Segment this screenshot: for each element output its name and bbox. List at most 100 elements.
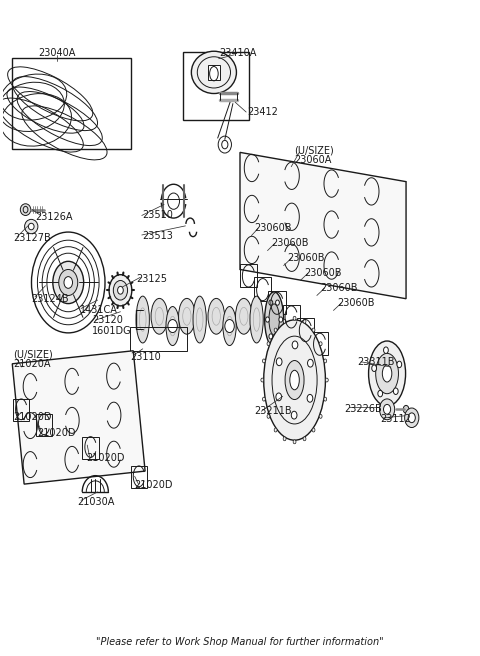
Text: 21020D: 21020D bbox=[13, 412, 52, 422]
Text: "Please refer to Work Shop Manual for further information": "Please refer to Work Shop Manual for fu… bbox=[96, 636, 384, 647]
Circle shape bbox=[324, 397, 327, 401]
Circle shape bbox=[303, 319, 306, 323]
Ellipse shape bbox=[223, 306, 236, 346]
Bar bbox=[183, 52, 250, 120]
Circle shape bbox=[274, 328, 277, 332]
Circle shape bbox=[293, 316, 296, 320]
Circle shape bbox=[279, 317, 283, 322]
Bar bbox=[208, 65, 219, 79]
Text: 23211B: 23211B bbox=[254, 406, 292, 417]
Circle shape bbox=[303, 437, 306, 441]
Ellipse shape bbox=[285, 361, 304, 400]
Circle shape bbox=[319, 415, 322, 419]
Text: 23226B: 23226B bbox=[344, 404, 382, 415]
Circle shape bbox=[312, 328, 315, 332]
Ellipse shape bbox=[384, 405, 391, 414]
Ellipse shape bbox=[24, 219, 38, 234]
Ellipse shape bbox=[225, 319, 234, 333]
Circle shape bbox=[283, 319, 286, 323]
Circle shape bbox=[276, 300, 279, 305]
Text: 23513: 23513 bbox=[143, 232, 174, 241]
Bar bbox=[268, 291, 286, 314]
Ellipse shape bbox=[59, 270, 78, 295]
Text: 1431CA: 1431CA bbox=[80, 305, 118, 315]
Ellipse shape bbox=[20, 204, 31, 215]
Text: 23412: 23412 bbox=[247, 107, 278, 117]
Ellipse shape bbox=[290, 370, 300, 390]
Text: 23060B: 23060B bbox=[254, 224, 292, 234]
Text: 1601DG: 1601DG bbox=[92, 325, 132, 336]
Ellipse shape bbox=[113, 281, 128, 300]
Ellipse shape bbox=[136, 296, 149, 343]
Text: 23120: 23120 bbox=[92, 315, 123, 325]
Circle shape bbox=[267, 342, 270, 346]
Ellipse shape bbox=[193, 296, 206, 343]
Circle shape bbox=[378, 390, 383, 397]
Polygon shape bbox=[240, 152, 406, 298]
Ellipse shape bbox=[264, 320, 325, 440]
Ellipse shape bbox=[192, 51, 237, 94]
Ellipse shape bbox=[405, 408, 419, 428]
Text: 23112: 23112 bbox=[380, 414, 411, 424]
Ellipse shape bbox=[408, 413, 415, 422]
Text: 23060B: 23060B bbox=[288, 253, 325, 264]
Ellipse shape bbox=[403, 405, 409, 413]
Ellipse shape bbox=[264, 292, 284, 347]
Ellipse shape bbox=[369, 341, 406, 406]
Circle shape bbox=[263, 359, 265, 363]
Bar bbox=[130, 327, 187, 352]
Circle shape bbox=[293, 440, 296, 443]
Bar bbox=[36, 414, 52, 436]
Ellipse shape bbox=[168, 319, 178, 333]
Ellipse shape bbox=[53, 261, 84, 304]
Circle shape bbox=[276, 334, 279, 339]
Ellipse shape bbox=[250, 296, 263, 343]
Circle shape bbox=[283, 437, 286, 441]
Polygon shape bbox=[12, 351, 145, 484]
Ellipse shape bbox=[166, 306, 179, 346]
Ellipse shape bbox=[109, 275, 132, 306]
Circle shape bbox=[276, 358, 282, 365]
Text: 23126A: 23126A bbox=[35, 213, 72, 222]
Circle shape bbox=[269, 300, 273, 305]
Ellipse shape bbox=[236, 298, 252, 334]
Circle shape bbox=[397, 361, 402, 367]
Text: (U/SIZE): (U/SIZE) bbox=[13, 349, 53, 359]
Text: 23124B: 23124B bbox=[31, 294, 69, 304]
Ellipse shape bbox=[380, 399, 395, 420]
Text: 21020D: 21020D bbox=[135, 480, 173, 491]
Circle shape bbox=[291, 411, 297, 419]
Text: 23127B: 23127B bbox=[13, 234, 51, 243]
Bar bbox=[83, 437, 98, 459]
Circle shape bbox=[276, 393, 282, 401]
Text: 23060A: 23060A bbox=[295, 155, 332, 165]
Ellipse shape bbox=[118, 287, 123, 294]
Circle shape bbox=[394, 388, 398, 394]
Circle shape bbox=[274, 428, 277, 432]
Circle shape bbox=[372, 365, 376, 371]
Circle shape bbox=[307, 394, 313, 402]
Circle shape bbox=[384, 347, 388, 354]
Text: 23040A: 23040A bbox=[39, 48, 76, 58]
Circle shape bbox=[263, 397, 265, 401]
Text: (U/SIZE): (U/SIZE) bbox=[295, 146, 334, 155]
Text: 23311B: 23311B bbox=[358, 358, 395, 367]
Ellipse shape bbox=[208, 298, 225, 334]
Text: 23060B: 23060B bbox=[321, 283, 358, 293]
Text: 21020D: 21020D bbox=[86, 453, 124, 463]
Circle shape bbox=[267, 415, 270, 419]
Text: 23110: 23110 bbox=[130, 352, 161, 361]
Circle shape bbox=[308, 359, 313, 367]
Text: 21030A: 21030A bbox=[78, 497, 115, 506]
Circle shape bbox=[319, 342, 322, 346]
Circle shape bbox=[312, 428, 315, 432]
Circle shape bbox=[292, 341, 298, 349]
Circle shape bbox=[269, 334, 273, 339]
Bar bbox=[311, 332, 328, 356]
Ellipse shape bbox=[179, 298, 195, 334]
Text: 21020A: 21020A bbox=[13, 359, 51, 369]
Text: 23060B: 23060B bbox=[271, 238, 308, 249]
Circle shape bbox=[261, 378, 264, 382]
Circle shape bbox=[265, 317, 269, 322]
Text: 23125: 23125 bbox=[137, 274, 168, 284]
